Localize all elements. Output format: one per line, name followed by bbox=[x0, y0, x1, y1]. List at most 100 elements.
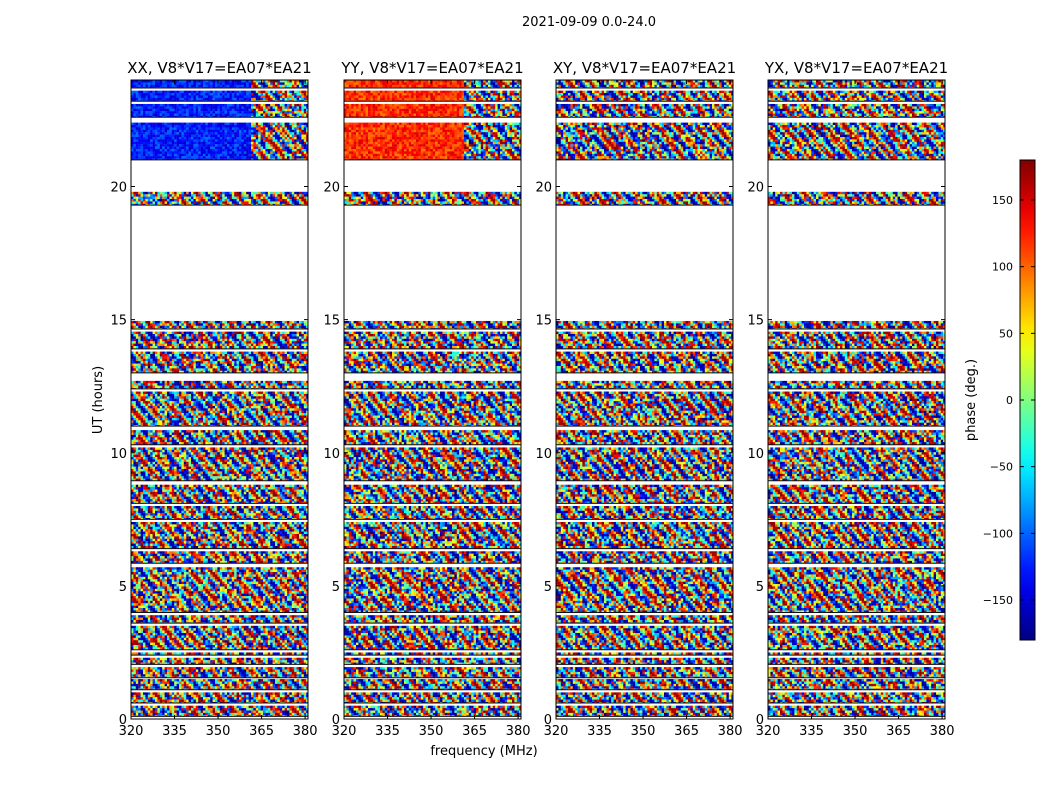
heatmap-cell bbox=[239, 635, 242, 638]
heatmap-cell bbox=[268, 631, 271, 634]
heatmap-cell bbox=[167, 674, 170, 677]
heatmap-cell bbox=[294, 684, 297, 687]
heatmap-cell bbox=[246, 645, 249, 648]
heatmap-cell bbox=[265, 684, 268, 687]
heatmap-cell bbox=[141, 658, 144, 661]
heatmap-cell bbox=[220, 713, 223, 716]
heatmap-cell bbox=[249, 658, 252, 661]
heatmap-cell bbox=[277, 710, 280, 713]
heatmap-cell bbox=[265, 635, 268, 638]
heatmap-cell bbox=[297, 706, 300, 709]
heatmap-cell bbox=[244, 628, 247, 631]
heatmap-cell bbox=[244, 633, 247, 636]
heatmap-cell bbox=[198, 695, 201, 698]
heatmap-cell bbox=[222, 681, 225, 684]
heatmap-cell bbox=[275, 635, 278, 638]
heatmap-cell bbox=[232, 706, 235, 709]
heatmap-cell bbox=[136, 635, 139, 638]
heatmap-cell bbox=[246, 615, 249, 618]
heatmap-cell bbox=[258, 686, 261, 689]
heatmap-cell bbox=[196, 692, 199, 695]
heatmap-cell bbox=[179, 692, 182, 695]
heatmap-cell bbox=[285, 686, 288, 689]
heatmap-cell bbox=[201, 697, 204, 700]
heatmap-cell bbox=[157, 638, 160, 641]
heatmap-cell bbox=[299, 640, 302, 643]
heatmap-cell bbox=[256, 645, 259, 648]
heatmap-cell bbox=[292, 640, 295, 643]
heatmap-cell bbox=[261, 700, 264, 703]
heatmap-cell bbox=[169, 615, 172, 618]
heatmap-cell bbox=[201, 615, 204, 618]
heatmap-cell bbox=[155, 645, 158, 648]
heatmap-cell bbox=[220, 708, 223, 711]
heatmap-cell bbox=[249, 706, 252, 709]
heatmap-cell bbox=[160, 710, 163, 713]
heatmap-cell bbox=[273, 700, 276, 703]
heatmap-cell bbox=[220, 645, 223, 648]
heatmap-cell bbox=[210, 626, 213, 629]
heatmap-cell bbox=[143, 686, 146, 689]
heatmap-cell bbox=[133, 667, 136, 670]
heatmap-cell bbox=[177, 658, 180, 661]
heatmap-cell bbox=[196, 713, 199, 716]
heatmap-cell bbox=[196, 638, 199, 641]
heatmap-cell bbox=[138, 695, 141, 698]
heatmap-cell bbox=[241, 638, 244, 641]
heatmap-cell bbox=[196, 667, 199, 670]
heatmap-cell bbox=[181, 638, 184, 641]
heatmap-cell bbox=[143, 681, 146, 684]
heatmap-cell bbox=[143, 660, 146, 663]
heatmap-cell bbox=[201, 672, 204, 675]
heatmap-cell bbox=[165, 667, 168, 670]
heatmap-cell bbox=[225, 695, 228, 698]
heatmap-cell bbox=[184, 669, 187, 672]
heatmap-cell bbox=[282, 669, 285, 672]
heatmap-cell bbox=[222, 706, 225, 709]
heatmap-cell bbox=[227, 700, 230, 703]
heatmap-cell bbox=[301, 640, 304, 643]
heatmap-cell bbox=[263, 628, 266, 631]
heatmap-cell bbox=[253, 615, 256, 618]
heatmap-cell bbox=[198, 692, 201, 695]
heatmap-cell bbox=[198, 700, 201, 703]
heatmap-cell bbox=[148, 672, 151, 675]
heatmap-cell bbox=[210, 645, 213, 648]
heatmap-cell bbox=[217, 615, 220, 618]
heatmap-cell bbox=[229, 713, 232, 716]
heatmap-cell bbox=[229, 684, 232, 687]
heatmap-cell bbox=[301, 708, 304, 711]
heatmap-cell bbox=[256, 697, 259, 700]
heatmap-cell bbox=[256, 679, 259, 682]
heatmap-cell bbox=[138, 626, 141, 629]
heatmap-cell bbox=[215, 643, 218, 646]
heatmap-cell bbox=[174, 679, 177, 682]
heatmap-cell bbox=[198, 660, 201, 663]
heatmap-cell bbox=[289, 640, 292, 643]
heatmap-cell bbox=[196, 658, 199, 661]
heatmap-cell bbox=[167, 643, 170, 646]
heatmap-cell bbox=[241, 686, 244, 689]
heatmap-cell bbox=[138, 708, 141, 711]
heatmap-cell bbox=[172, 708, 175, 711]
heatmap-cell bbox=[172, 640, 175, 643]
heatmap-cell bbox=[227, 645, 230, 648]
heatmap-cell bbox=[282, 695, 285, 698]
heatmap-cell bbox=[177, 686, 180, 689]
heatmap-cell bbox=[198, 645, 201, 648]
heatmap-cell bbox=[256, 618, 259, 621]
heatmap-cell bbox=[196, 706, 199, 709]
heatmap-cell bbox=[179, 713, 182, 716]
heatmap-cell bbox=[205, 692, 208, 695]
heatmap-cell bbox=[133, 679, 136, 682]
heatmap-cell bbox=[165, 658, 168, 661]
heatmap-cell bbox=[133, 713, 136, 716]
heatmap-cell bbox=[253, 672, 256, 675]
heatmap-cell bbox=[234, 713, 237, 716]
heatmap-cell bbox=[277, 684, 280, 687]
heatmap-cell bbox=[294, 706, 297, 709]
heatmap-cell bbox=[208, 713, 211, 716]
heatmap-cell bbox=[268, 669, 271, 672]
heatmap-cell bbox=[275, 669, 278, 672]
heatmap-cell bbox=[181, 674, 184, 677]
